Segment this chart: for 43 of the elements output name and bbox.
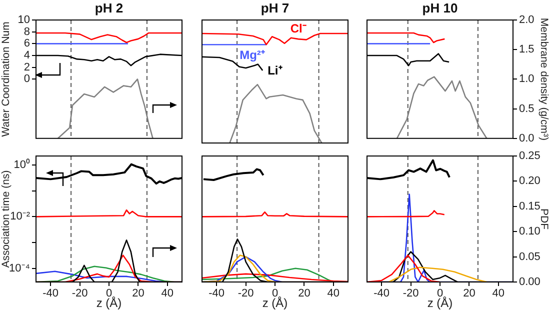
x-tick-label: -40: [42, 288, 59, 300]
y-tick-label: 10⁰: [14, 158, 30, 171]
y-axis-title: Water Coordination Num: [0, 21, 12, 137]
y-tick-label: 10⁻⁴: [9, 262, 30, 274]
y-tick-label: 4: [24, 50, 30, 62]
x-tick-label: 20: [132, 288, 144, 300]
series-label: Cl⁻: [290, 21, 306, 36]
x-tick-label: 40: [327, 288, 340, 300]
y2-tick-label: 0.05: [519, 250, 540, 263]
y2-tick-label: 2.0: [519, 14, 534, 26]
x-tick-label: -20: [402, 288, 419, 300]
y2-tick-label: 0.00: [519, 276, 540, 288]
chart-title: pH 7: [260, 0, 290, 16]
x-tick-label: -40: [374, 288, 390, 300]
y2-tick-label: 0.10: [519, 226, 540, 238]
y2-tick-label: 0.15: [519, 200, 540, 212]
y-tick-label: 0: [24, 73, 30, 86]
y-tick-label: 6: [24, 38, 30, 50]
x-tick-label: 20: [463, 288, 476, 300]
x-tick-label: 20: [298, 288, 310, 300]
x-tick-label: -20: [238, 288, 254, 300]
y2-tick-label: 0.0: [519, 132, 534, 144]
x-axis-title: z (Å): [427, 296, 453, 310]
y2-tick-label: 1.5: [519, 44, 534, 56]
y-tick-label: 2: [24, 61, 30, 74]
x-axis-title: z (Å): [96, 296, 122, 310]
y2-axis-title: Membrane density (g/cm³): [538, 18, 550, 140]
x-tick-label: -40: [208, 288, 225, 300]
x-tick-label: 40: [492, 288, 505, 300]
x-axis-title: z (Å): [262, 296, 288, 310]
series-label: Mg²⁺: [240, 48, 265, 62]
chart-title: pH 10: [422, 0, 458, 16]
x-tick-label: -20: [72, 288, 88, 300]
y-tick-label: 8: [24, 26, 30, 38]
y-tick-label: 10⁻²: [10, 210, 30, 223]
y2-tick-label: 0.25: [519, 150, 540, 162]
x-tick-label: 40: [161, 288, 174, 300]
y2-tick-label: 0.20: [519, 175, 540, 188]
chart-title: pH 2: [94, 0, 124, 16]
series-label: Li⁺: [268, 64, 282, 78]
y2-tick-label: 1.0: [519, 73, 534, 86]
y2-tick-label: 0.5: [519, 102, 534, 115]
y-tick-label: 10: [18, 14, 30, 26]
